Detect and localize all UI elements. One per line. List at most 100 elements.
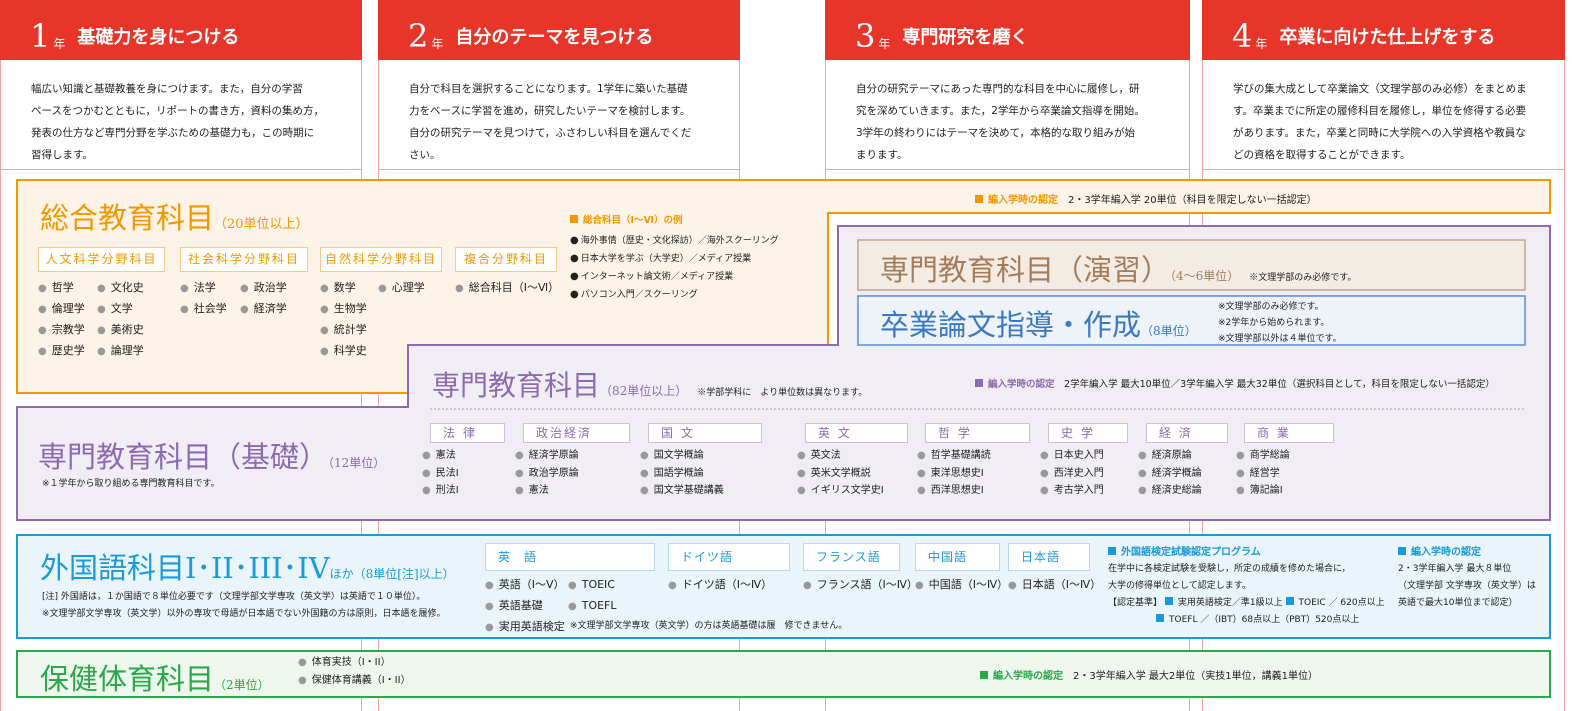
thesis-units: （8単位） — [1141, 324, 1197, 338]
list-item: 政治学 — [240, 278, 287, 299]
list-item: 社会学 — [180, 299, 227, 320]
language-label: フランス語 — [803, 543, 900, 571]
year-title: 専門研究を磨く — [902, 27, 1029, 48]
program-title: 外国語検定試験認定プログラム — [1108, 543, 1261, 558]
list-item: 東洋思想史I — [917, 465, 991, 483]
list-item: 経済原論 — [1138, 447, 1202, 465]
program-title-text: 外国語検定試験認定プログラム — [1121, 547, 1261, 558]
list-item: 憲法 — [515, 482, 579, 500]
item-list: 英文法英米文学概説イギリス文学史I — [797, 447, 884, 500]
item-list: 英語（I～V）英語基礎実用英語検定 — [485, 575, 565, 638]
seminar-title: 専門教育科目（演習）（4～6単位） ※文理学部のみ必修です。 — [880, 247, 1356, 289]
category-label: 商 業 — [1244, 423, 1334, 443]
criterion: TOEIC ／ 620点以上 — [1298, 598, 1385, 608]
thesis-title: 卒業論文指導・作成（8単位） — [880, 302, 1197, 344]
item-list: 心理学 — [378, 278, 425, 299]
transfer-text: 2学年編入学 最大10単位／3学年編入学 最大32単位（選択科目として，科目を限… — [1064, 379, 1495, 390]
category-label: 法 律 — [430, 423, 505, 443]
year-header: 4 年卒業に向けた仕上げをする — [1202, 0, 1565, 60]
seminar-note: ※文理学部のみ必修です。 — [1249, 273, 1357, 283]
health-item: 体育実技（I・II） — [298, 654, 411, 672]
transfer-label: 編入学時の認定 — [993, 671, 1063, 682]
foreign-title: 外国語科目I･II･III･IVほか（8単位[注]以上） — [40, 545, 455, 587]
year-header: 2 年自分のテーマを見つける — [378, 0, 740, 60]
list-item: 哲学基礎講読 — [917, 447, 991, 465]
general-transfer: 編入学時の認定 2・3学年編入学 20単位（科目を限定しない一括認定） — [975, 191, 1317, 206]
examples-title: 総合科目（I～Ⅵ）の例 — [570, 212, 682, 226]
item-list: 経済原論経済学概論経済史総論 — [1138, 447, 1202, 500]
year-number: 1 — [30, 17, 51, 55]
health-title-text: 保健体育科目 — [40, 662, 215, 696]
seminar-title-text: 専門教育科目（演習） — [880, 253, 1171, 287]
example-item: インターネット論文術／メディア授業 — [570, 268, 779, 286]
foreign-notes: [注] 外国語は，１か国語で８単位必要です（文理学部文学専攻（英文学）は英語で１… — [42, 589, 446, 623]
example-item: 海外事情（歴史・文化探訪）／海外スクーリング — [570, 232, 779, 250]
list-item: 統計学 — [320, 320, 367, 341]
basic-title-text: 専門教育科目（基礎） — [38, 440, 329, 474]
list-item: 美術史 — [97, 320, 144, 341]
item-list: 商学総論経営学簿記論I — [1236, 447, 1290, 500]
year-number: 4 — [1232, 17, 1253, 55]
transfer-text: 2・3学年編入学 最大2単位（実技1単位，講義1単位） — [1073, 671, 1318, 682]
list-item: 刑法I — [422, 482, 459, 500]
health-units: （2単位） — [214, 678, 270, 692]
foreign-transfer-title: 編入学時の認定 — [1398, 543, 1481, 558]
list-item: 論理学 — [97, 341, 144, 362]
general-title-text: 総合教育科目 — [40, 201, 215, 235]
category-label: 自然科学分野科目 — [320, 247, 442, 272]
list-item: 経済学原論 — [515, 447, 579, 465]
special-note: ※学部学科に より単位数は異なります。 — [697, 388, 868, 398]
list-item: 西洋思想史I — [917, 482, 991, 500]
list-item: イギリス文学史I — [797, 482, 884, 500]
category-label: 経 済 — [1146, 423, 1228, 443]
year-unit: 年 — [1255, 37, 1268, 51]
item-list: 経済学原論政治学原論憲法 — [515, 447, 579, 500]
thesis-notes: ※文理学部のみ必修です。 ※2学年から始められます。 ※文理学部以外は４単位です… — [1218, 299, 1342, 347]
year-header: 1 年基礎力を身につける — [0, 0, 362, 60]
list-item: 憲法 — [422, 447, 459, 465]
list-item: 西洋史入門 — [1040, 465, 1104, 483]
list-item: 文学 — [97, 299, 144, 320]
general-box — [16, 179, 1551, 394]
list-item: 経済学 — [240, 299, 287, 320]
list-item: 日本史入門 — [1040, 447, 1104, 465]
english-note: ※文理学部文学専攻（英文学）の方は英語基礎は履 修できません。 — [570, 621, 848, 631]
foreign-roman: I･II･III･IV — [185, 551, 330, 585]
year-number: 3 — [855, 17, 876, 55]
examples-title-text: 総合科目（I～Ⅵ）の例 — [583, 215, 683, 226]
criterion: TOEFL ／（IBT）68点以上（PBT）520点以上 — [1169, 615, 1360, 625]
year-description: 幅広い知識と基礎教養を身につけます。また，自分の学習 ペースをつかむとともに，リ… — [0, 60, 362, 170]
thesis-note: ※文理学部以外は４単位です。 — [1218, 334, 1342, 344]
language-label: 中国語 — [915, 543, 1000, 571]
list-item: 英文法 — [797, 447, 884, 465]
program-line: 大学の修得単位として認定します。 — [1108, 581, 1251, 591]
language-label: ドイツ語 — [668, 543, 790, 571]
list-item: ドイツ語（I～Ⅳ） — [668, 575, 772, 596]
item-list: 中国語（I～Ⅳ） — [915, 575, 1008, 596]
list-item: TOEFL — [568, 596, 617, 617]
list-item: 文化史 — [97, 278, 144, 299]
category-label: 社会科学分野科目 — [180, 247, 308, 272]
item-list: TOEICTOEFL — [568, 575, 617, 617]
health-box — [16, 650, 1551, 698]
list-item: 商学総論 — [1236, 447, 1290, 465]
thesis-note: ※2学年から始められます。 — [1218, 318, 1330, 328]
list-item: 国文学概論 — [640, 447, 724, 465]
category-label: 国 文 — [648, 423, 762, 443]
basic-title: 専門教育科目（基礎）（12単位） — [38, 434, 385, 476]
criterion: 実用英語検定／準1級以上 — [1177, 598, 1283, 608]
year-unit: 年 — [53, 37, 66, 51]
list-item: 国語学概論 — [640, 465, 724, 483]
item-list: 日本語（I～Ⅳ） — [1008, 575, 1101, 596]
special-units: （82単位以上） — [600, 384, 688, 398]
list-item: 英語基礎 — [485, 596, 565, 617]
seminar-box — [857, 239, 1526, 291]
item-list: 哲学倫理学宗教学歴史学 — [38, 278, 85, 362]
list-item: 英語（I～V） — [485, 575, 565, 596]
transfer-line: （文理学部 文学専攻（英文学）は — [1398, 581, 1536, 591]
list-item: 政治学原論 — [515, 465, 579, 483]
health-items: 体育実技（I・II）保健体育講義（I・II） — [298, 654, 411, 690]
year-unit: 年 — [431, 37, 444, 51]
foreign-note: ※文理学部文学専攻（英文学）以外の専攻で母語が日本語でない外国籍の方は原則，日本… — [42, 609, 446, 619]
list-item: フランス語（I～Ⅳ） — [803, 575, 918, 596]
